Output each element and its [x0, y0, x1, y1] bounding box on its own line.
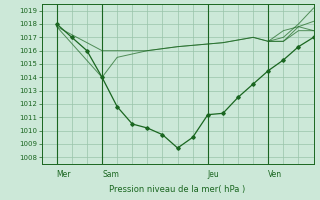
Text: Jeu: Jeu: [208, 170, 220, 179]
Text: Sam: Sam: [102, 170, 119, 179]
Text: Ven: Ven: [268, 170, 282, 179]
Text: Mer: Mer: [57, 170, 71, 179]
Text: Pression niveau de la mer( hPa ): Pression niveau de la mer( hPa ): [109, 185, 246, 194]
